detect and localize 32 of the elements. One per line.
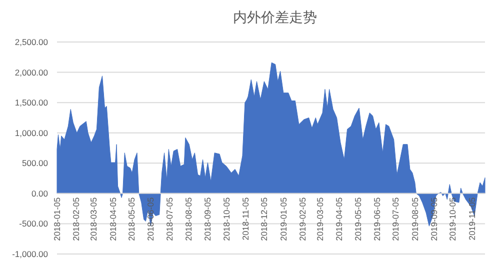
- y-tick-label: -500.00: [19, 218, 48, 229]
- x-tick-label: 2018-04-05: [108, 197, 118, 241]
- y-tick-label: 1,500.00: [14, 98, 48, 108]
- y-tick-label: 0.00: [31, 188, 48, 198]
- x-tick-label: 2019-06-05: [372, 197, 382, 241]
- x-tick-label: 2019-05-05: [352, 197, 363, 241]
- x-tick-label: 2018-06-05: [146, 197, 156, 241]
- x-tick-label: 2018-02-05: [71, 197, 82, 241]
- x-tick-label: 2018-12-05: [259, 197, 270, 241]
- x-tick-label: 2019-08-05: [410, 197, 420, 241]
- y-tick-label: 1,000.00: [14, 128, 48, 138]
- x-tick-label: 2018-09-05: [202, 197, 213, 241]
- x-tick-label: 2018-01-05: [52, 197, 62, 241]
- x-tick-label: 2019-10-05: [448, 197, 458, 241]
- x-tick-label: 2018-08-05: [184, 197, 194, 241]
- x-tick-label: 2019-07-05: [390, 197, 401, 241]
- x-tick-label: 2019-09-05: [429, 197, 440, 241]
- y-tick-label: -1,000.00: [12, 249, 48, 259]
- x-tick-label: 2018-10-05: [221, 197, 232, 241]
- y-tick-label: 2,000.00: [14, 67, 48, 78]
- x-tick-label: 2019-02-05: [298, 197, 308, 241]
- y-tick-label: 2,500.00: [14, 37, 48, 47]
- y-tick-label: 500.00: [22, 158, 48, 168]
- x-tick-label: 2018-11-05: [240, 197, 251, 240]
- x-tick-label: 2019-03-05: [315, 197, 326, 241]
- x-tick-label: 2019-04-05: [334, 197, 344, 241]
- chart-title: 内外价差走势: [233, 9, 317, 25]
- x-tick-label: 2018-07-05: [164, 197, 174, 241]
- x-tick-label: 2018-03-05: [88, 197, 99, 241]
- x-tick-label: 2019-01-05: [278, 197, 288, 241]
- x-tick-label: 2018-05-05: [126, 197, 136, 241]
- x-tick-label: 2019-11-05: [466, 197, 477, 240]
